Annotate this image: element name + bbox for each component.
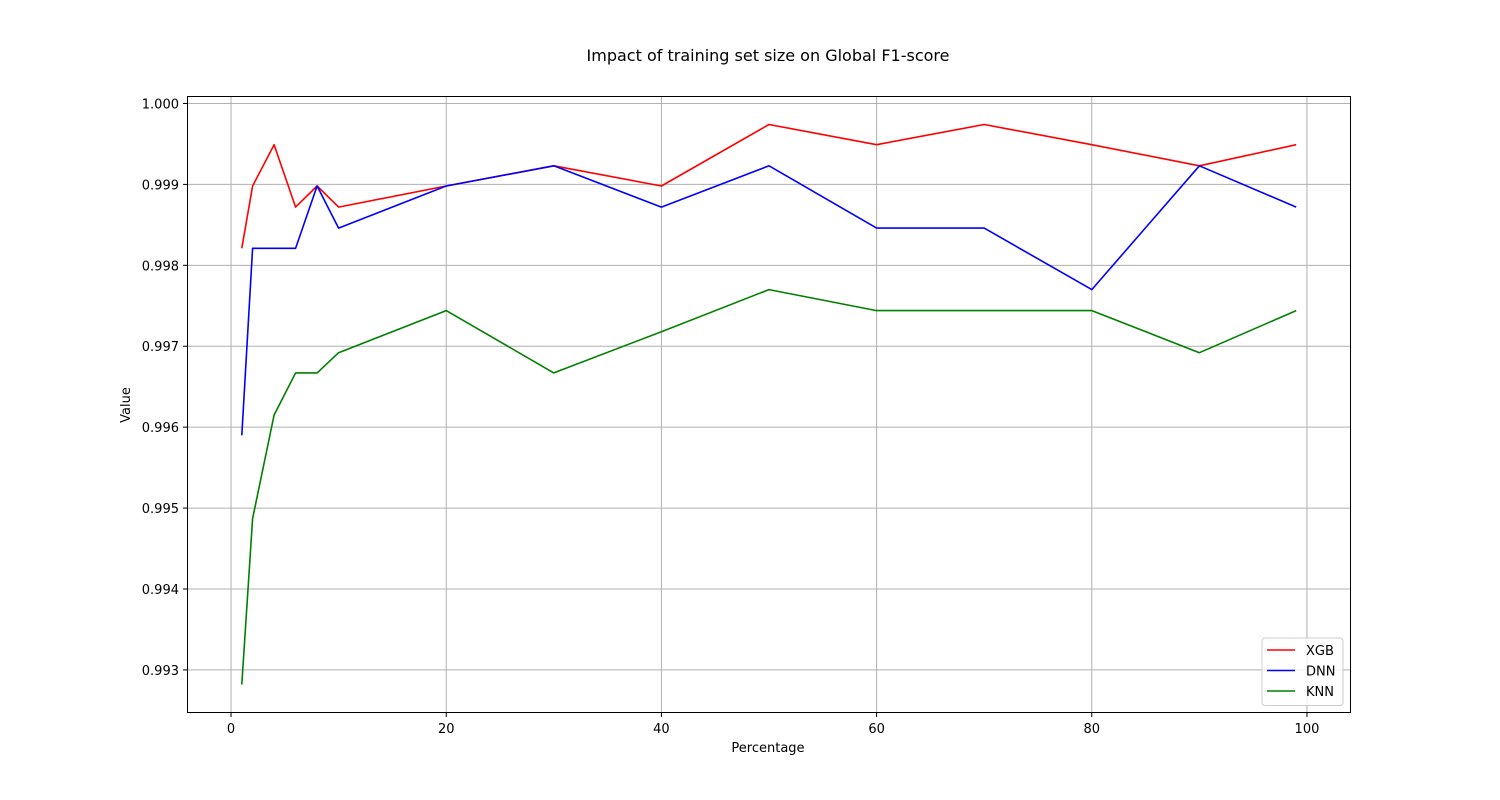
legend-label-xgb: XGB xyxy=(1306,644,1334,659)
y-axis-ticks: 0.993 0.994 0.995 0.996 0.997 0.998 0.999 1.000 xyxy=(142,97,188,679)
series-layer xyxy=(241,123,1297,685)
x-tick-label: 100 xyxy=(1295,722,1320,737)
x-tick-label: 60 xyxy=(868,722,885,737)
x-tick-label: 40 xyxy=(653,722,670,737)
series-line-xgb xyxy=(241,123,1297,249)
legend-label-knn: KNN xyxy=(1306,685,1334,700)
series-line-dnn xyxy=(241,165,1297,436)
legend: XGB DNN KNN xyxy=(1261,637,1344,706)
legend-box xyxy=(1261,637,1344,706)
chart-title: Impact of training set size on Global F1… xyxy=(587,46,950,65)
x-axis-label: Percentage xyxy=(731,741,804,756)
y-tick-label: 0.996 xyxy=(142,421,179,436)
y-tick-label: 0.998 xyxy=(142,259,179,274)
y-tick-label: 1.000 xyxy=(142,97,179,112)
x-tick-label: 0 xyxy=(227,722,235,737)
legend-label-dnn: DNN xyxy=(1306,665,1335,680)
series-line-knn xyxy=(241,288,1297,685)
x-axis-ticks: 0 20 40 60 80 100 xyxy=(227,712,1319,737)
x-tick-label: 80 xyxy=(1084,722,1101,737)
plot-frame xyxy=(187,96,1351,713)
y-tick-label: 0.999 xyxy=(142,178,179,193)
y-tick-label: 0.993 xyxy=(142,664,179,679)
x-tick-label: 20 xyxy=(438,722,455,737)
y-tick-label: 0.995 xyxy=(142,502,179,517)
y-axis-label: Value xyxy=(119,387,134,423)
y-tick-label: 0.994 xyxy=(142,583,179,598)
grid-layer xyxy=(188,97,1350,712)
y-tick-label: 0.997 xyxy=(142,340,179,355)
